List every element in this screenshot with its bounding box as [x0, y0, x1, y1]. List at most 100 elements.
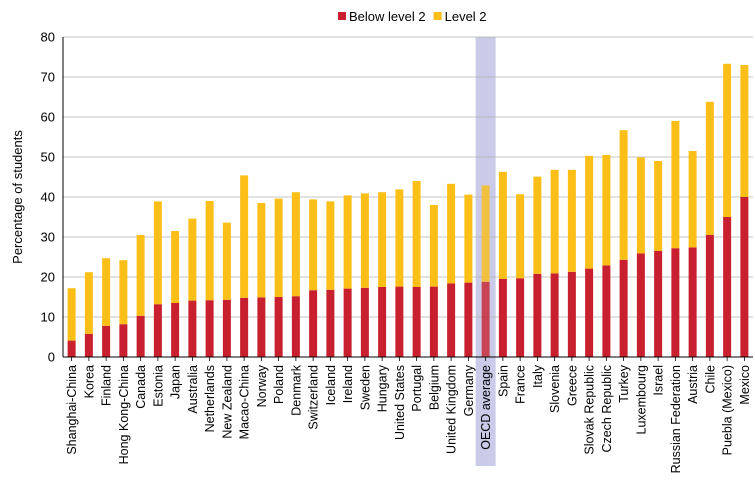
- gridlines: [63, 36, 753, 318]
- bar-united-kingdom-below-level-2: [447, 283, 456, 357]
- legend-label-below-level-2: Below level 2: [349, 9, 426, 24]
- bar-chile-level-2: [705, 101, 714, 235]
- bar-norway-below-level-2: [257, 297, 266, 357]
- y-tick-60: 60: [41, 110, 55, 125]
- x-tick-mexico: Mexico: [738, 365, 752, 405]
- bar-france-level-2: [516, 194, 525, 279]
- bar-oecd-average-below-level-2: [481, 281, 490, 357]
- bar-denmark-level-2: [291, 192, 300, 297]
- bar-luxembourg-level-2: [636, 157, 645, 254]
- x-tick-finland: Finland: [100, 365, 114, 406]
- x-tick-sweden: Sweden: [358, 365, 372, 410]
- x-tick-netherlands: Netherlands: [203, 365, 217, 432]
- bar-greece-below-level-2: [567, 271, 576, 357]
- bar-netherlands-below-level-2: [205, 300, 214, 357]
- x-tick-greece: Greece: [565, 365, 579, 406]
- x-tick-united-kingdom: United Kingdom: [445, 365, 459, 454]
- x-tick-estonia: Estonia: [151, 365, 165, 407]
- bar-germany-level-2: [464, 194, 473, 283]
- y-tick-labels: 0 10 20 30 40 50 60 70 80: [41, 30, 55, 365]
- x-tick-portugal: Portugal: [410, 365, 424, 412]
- bar-puebla-mexico-below-level-2: [723, 217, 732, 357]
- x-tick-shanghai-china: Shanghai-China: [65, 365, 79, 455]
- axes: [62, 37, 753, 361]
- bar-poland-level-2: [274, 198, 283, 297]
- bar-israel-below-level-2: [654, 251, 663, 357]
- x-tick-norway: Norway: [255, 364, 269, 407]
- bar-italy-below-level-2: [533, 273, 542, 357]
- bar-united-states-below-level-2: [395, 286, 404, 357]
- x-tick-slovak-republic: Slovak Republic: [583, 365, 597, 455]
- x-tick-australia: Australia: [186, 365, 200, 414]
- x-tick-chile: Chile: [703, 365, 717, 394]
- x-tick-canada: Canada: [134, 365, 148, 409]
- bar-luxembourg-below-level-2: [636, 253, 645, 357]
- x-tick-denmark: Denmark: [289, 364, 303, 415]
- bar-slovenia-level-2: [550, 169, 559, 274]
- bar-switzerland-below-level-2: [309, 290, 318, 357]
- y-tick-70: 70: [41, 70, 55, 85]
- bar-czech-republic-below-level-2: [602, 265, 611, 357]
- bar-sweden-level-2: [360, 193, 369, 288]
- bar-denmark-below-level-2: [291, 296, 300, 357]
- x-tick-turkey: Turkey: [617, 364, 631, 402]
- legend-label-level-2: Level 2: [445, 9, 487, 24]
- bar-new-zealand-below-level-2: [222, 299, 231, 357]
- x-tick-hong-kong-china: Hong Kong-China: [117, 365, 131, 464]
- x-tick-iceland: Iceland: [324, 365, 338, 405]
- bar-czech-republic-level-2: [602, 155, 611, 266]
- bar-finland-level-2: [102, 258, 111, 326]
- bar-portugal-below-level-2: [412, 287, 421, 357]
- x-tick-macao-china: Macao-China: [238, 365, 252, 439]
- bars: [67, 63, 749, 357]
- bar-portugal-level-2: [412, 181, 421, 287]
- legend-swatch-below-level-2: [338, 12, 346, 20]
- x-tick-hungary: Hungary: [376, 364, 390, 412]
- bar-spain-level-2: [498, 171, 507, 279]
- y-tick-30: 30: [41, 230, 55, 245]
- bar-belgium-level-2: [429, 205, 438, 287]
- bar-canada-below-level-2: [136, 315, 145, 357]
- bar-australia-below-level-2: [188, 300, 197, 357]
- x-tick-belgium: Belgium: [427, 365, 441, 410]
- bar-oecd-average-level-2: [481, 185, 490, 282]
- bar-spain-below-level-2: [498, 279, 507, 357]
- legend-swatch-level-2: [433, 12, 442, 20]
- bar-hungary-below-level-2: [378, 287, 387, 357]
- bar-estonia-below-level-2: [153, 304, 162, 357]
- bar-austria-below-level-2: [688, 247, 697, 357]
- bar-austria-level-2: [688, 151, 697, 248]
- bar-israel-level-2: [654, 161, 663, 251]
- bar-ireland-level-2: [343, 195, 352, 289]
- bar-shanghai-china-level-2: [67, 288, 76, 341]
- bar-sweden-below-level-2: [360, 287, 369, 357]
- bar-japan-below-level-2: [171, 303, 180, 357]
- bar-switzerland-level-2: [309, 199, 318, 291]
- y-tick-50: 50: [41, 150, 55, 165]
- bar-ireland-below-level-2: [343, 288, 352, 357]
- bar-iceland-below-level-2: [326, 289, 335, 357]
- x-tick-puebla-mexico: Puebla (Mexico): [721, 365, 735, 455]
- x-tick-korea: Korea: [82, 365, 96, 398]
- bar-slovak-republic-level-2: [585, 155, 594, 269]
- bar-australia-level-2: [188, 218, 197, 301]
- bar-slovenia-below-level-2: [550, 273, 559, 357]
- x-tick-czech-republic: Czech Republic: [600, 365, 614, 453]
- bar-greece-level-2: [567, 169, 576, 272]
- bar-mexico-below-level-2: [740, 197, 749, 357]
- bar-germany-below-level-2: [464, 282, 473, 357]
- y-tick-0: 0: [48, 350, 55, 365]
- x-tick-israel: Israel: [652, 365, 666, 396]
- x-tick-spain: Spain: [496, 365, 510, 397]
- bar-netherlands-level-2: [205, 201, 214, 301]
- bar-macao-china-level-2: [240, 175, 249, 298]
- bar-hungary-level-2: [378, 192, 387, 287]
- x-tick-italy: Italy: [531, 364, 545, 388]
- x-tick-austria: Austria: [686, 365, 700, 404]
- x-tick-slovenia: Slovenia: [548, 365, 562, 413]
- bar-hong-kong-china-below-level-2: [119, 324, 128, 357]
- bar-france-below-level-2: [516, 278, 525, 357]
- x-tick-ireland: Ireland: [341, 365, 355, 403]
- bar-turkey-level-2: [619, 130, 628, 260]
